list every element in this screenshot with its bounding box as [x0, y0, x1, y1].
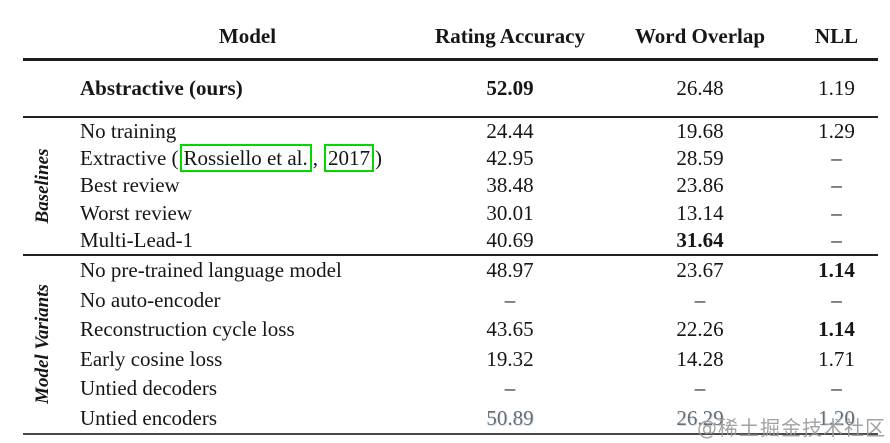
header-nll: NLL	[814, 24, 859, 48]
rating-cell: 42.95	[486, 146, 534, 171]
nll-cell: 1.14	[818, 317, 855, 342]
overlap-cell: 23.67	[676, 258, 724, 283]
citation-link-authors[interactable]: Rossiello et al.	[179, 144, 312, 173]
section-baselines: Baselines No training 24.44 19.68 1.29 E…	[23, 118, 878, 254]
header-model: Model	[218, 24, 277, 48]
model-text-prefix: Extractive (	[80, 146, 179, 171]
overlap-cell: 26.48	[676, 76, 724, 100]
table-header-row: Model Rating Accuracy Word Overlap NLL	[23, 0, 878, 58]
rating-cell: 24.44	[486, 119, 534, 144]
table-bottom-rule	[23, 432, 878, 435]
table-row-untied-encoders: Untied encoders 50.89 26.29 1.20	[23, 403, 878, 433]
section-label-model-variants: Model Variants	[32, 284, 53, 405]
overlap-cell: 28.59	[676, 146, 724, 171]
rating-cell: 40.69	[486, 227, 534, 252]
overlap-cell: 23.86	[676, 173, 724, 198]
table-row-extractive: Extractive (Rossiello et al., 2017) 42.95…	[23, 144, 878, 173]
model-cell: Worst review	[80, 200, 193, 225]
table-row: Untied decoders – – –	[23, 374, 878, 404]
table-row: No auto-encoder – – –	[23, 285, 878, 315]
section-divider-rule	[23, 116, 878, 118]
site-watermark: @稀土掘金技术社区	[697, 416, 886, 440]
table-row: Best review 38.48 23.86 –	[23, 172, 878, 199]
overlap-cell: 13.14	[676, 200, 724, 225]
nll-cell: 1.71	[818, 346, 855, 371]
overlap-cell: 22.26	[676, 317, 724, 342]
nll-cell: 1.29	[818, 119, 855, 144]
overlap-cell: 14.28	[676, 346, 724, 371]
rating-cell: 30.01	[486, 200, 534, 225]
rating-cell: 43.65	[486, 317, 534, 342]
header-word-overlap: Word Overlap	[634, 24, 766, 48]
model-text-suffix: )	[375, 146, 383, 171]
rating-cell: 48.97	[486, 258, 534, 283]
nll-cell: 1.19	[818, 76, 855, 100]
overlap-cell: –	[694, 376, 706, 401]
nll-cell: 1.14	[818, 258, 855, 283]
nll-cell: –	[831, 146, 842, 171]
overlap-cell: –	[694, 287, 706, 312]
header-rule	[23, 58, 878, 61]
model-cell: Untied encoders	[80, 405, 218, 430]
model-cell: Reconstruction cycle loss	[80, 317, 295, 342]
section-model-variants: Model Variants No pre-trained language m…	[23, 256, 878, 433]
model-cell: No auto-encoder	[80, 287, 221, 312]
table-row: Reconstruction cycle loss 43.65 22.26 1.…	[23, 315, 878, 345]
rating-cell: 52.09	[486, 76, 534, 100]
rating-cell: –	[504, 287, 516, 312]
table-row: Multi-Lead-1 40.69 31.64 –	[23, 227, 878, 254]
model-cell: Multi-Lead-1	[80, 227, 194, 252]
rating-cell: 19.32	[486, 346, 534, 371]
overlap-cell: 26.29	[676, 405, 724, 430]
nll-cell: –	[831, 173, 842, 198]
results-table: Model Rating Accuracy Word Overlap NLL A…	[23, 0, 878, 435]
section-label-baselines: Baselines	[32, 148, 53, 224]
model-cell: Untied decoders	[80, 376, 218, 401]
overlap-cell: 31.64	[676, 227, 724, 252]
model-cell: No pre-trained language model	[80, 258, 342, 283]
nll-cell: –	[831, 227, 842, 252]
nll-cell: –	[831, 287, 842, 312]
citation-separator: ,	[312, 146, 319, 171]
rating-cell: –	[504, 376, 516, 401]
rating-cell: 50.89	[486, 405, 534, 430]
table-row: No pre-trained language model 48.97 23.6…	[23, 256, 878, 286]
table-row-abstractive: Abstractive (ours) 52.09 26.48 1.19	[23, 61, 878, 116]
nll-cell: 1.20	[818, 405, 855, 430]
model-cell: No training	[80, 119, 177, 144]
table-row: No training 24.44 19.68 1.29	[23, 118, 878, 145]
section-divider-rule	[23, 253, 878, 256]
nll-cell: –	[831, 376, 842, 401]
rating-cell: 38.48	[486, 173, 534, 198]
citation-link-year[interactable]: 2017	[324, 144, 375, 173]
model-cell: Extractive (Rossiello et al., 2017)	[80, 144, 415, 173]
overlap-cell: 19.68	[676, 119, 724, 144]
model-cell: Abstractive (ours)	[80, 76, 243, 100]
model-cell: Best review	[80, 173, 180, 198]
header-rating-accuracy: Rating Accuracy	[435, 24, 585, 48]
table-row: Worst review 30.01 13.14 –	[23, 200, 878, 227]
model-cell: Early cosine loss	[80, 346, 223, 371]
nll-cell: –	[831, 200, 842, 225]
table-row: Early cosine loss 19.32 14.28 1.71	[23, 344, 878, 374]
